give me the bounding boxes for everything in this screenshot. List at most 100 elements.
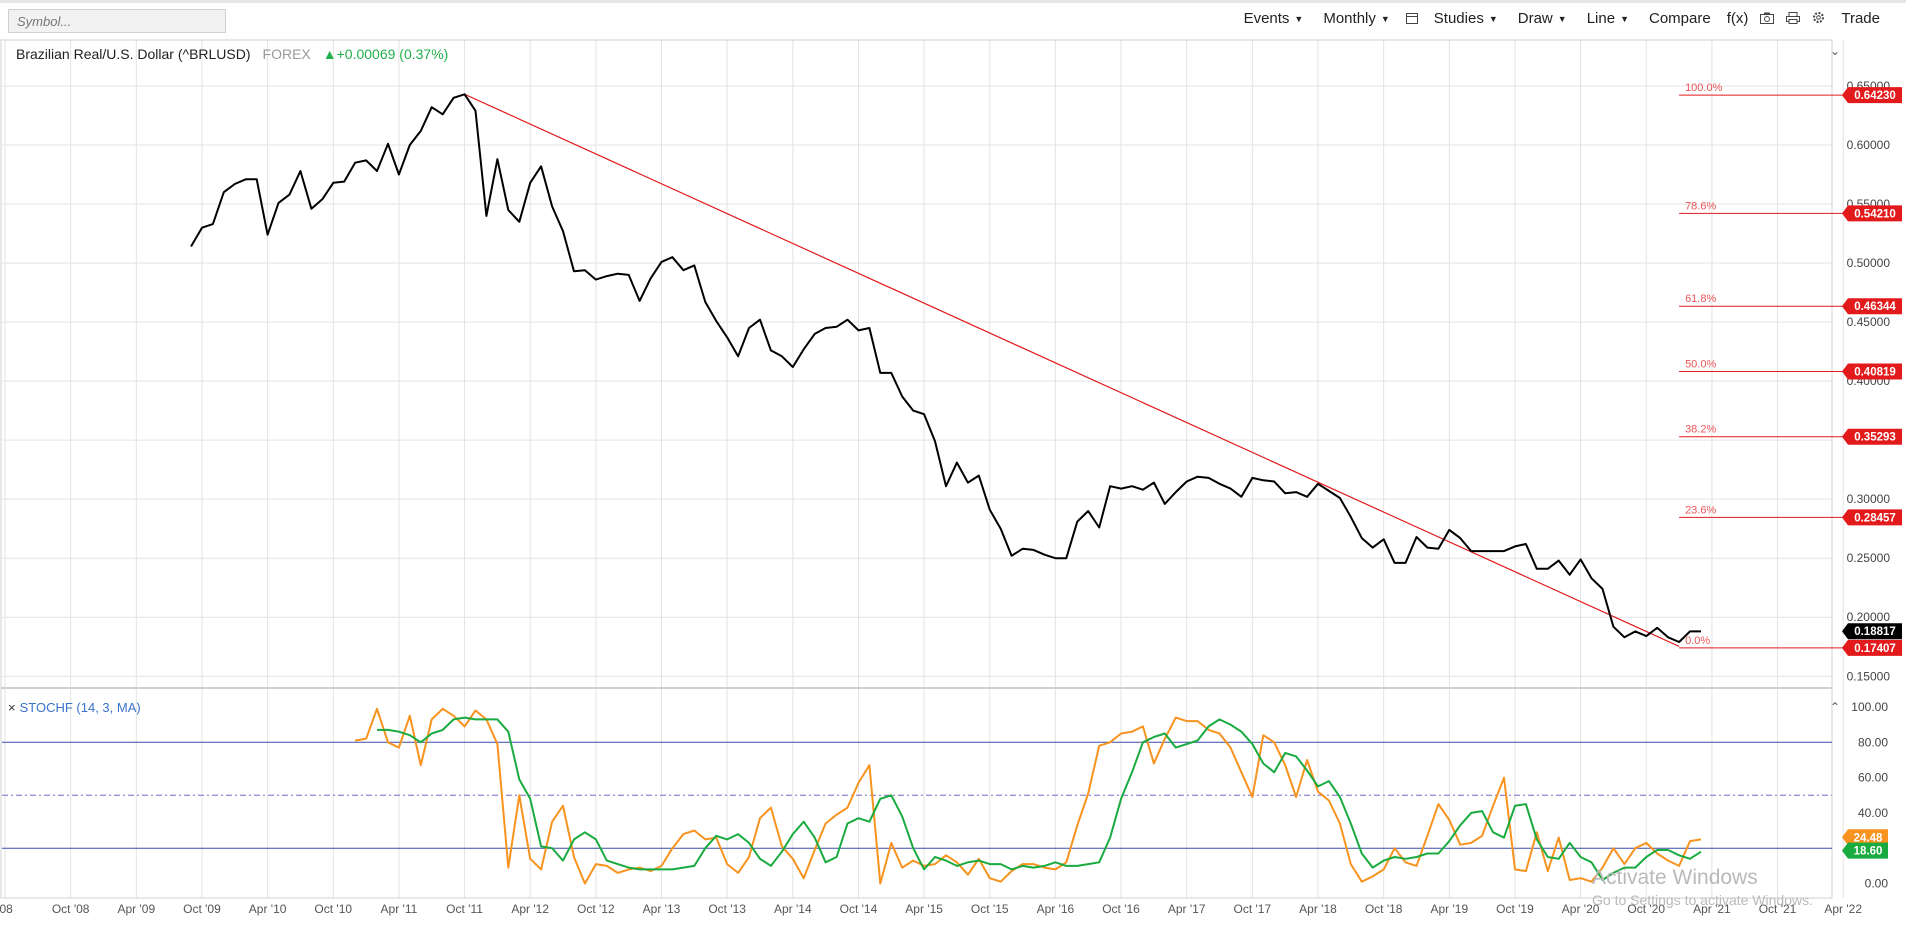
draw-menu[interactable]: Draw ▼	[1508, 10, 1577, 27]
stoch-d-tag-shape	[1842, 842, 1888, 859]
fib-tag-shape	[1842, 298, 1902, 315]
fib-tag-value: 0.28457	[1854, 512, 1896, 524]
price-line	[190, 93, 1701, 643]
x-tick-label: Oct '09	[183, 902, 221, 916]
osc-y-tick-label: 100.00	[1851, 700, 1888, 714]
trade-label: Trade	[1841, 10, 1880, 27]
trade-button[interactable]: Trade	[1831, 10, 1890, 27]
x-tick-label: '08	[0, 902, 13, 916]
studies-label: Studies	[1433, 10, 1484, 27]
line-type-menu[interactable]: Line ▼	[1577, 10, 1639, 27]
watermark-line1: Activate Windows	[1592, 866, 1758, 889]
stoch-k-line	[354, 707, 1702, 885]
plot-frame	[0, 39, 1833, 899]
x-tick-label: Oct '13	[708, 902, 746, 916]
x-tick-label: Oct '14	[840, 902, 878, 916]
x-tick-label: Oct '12	[577, 902, 615, 916]
x-tick-label: Oct '19	[1496, 902, 1534, 916]
fib-tag-value: 0.40819	[1854, 366, 1896, 378]
events-label: Events	[1243, 10, 1290, 27]
fib-level-label: 78.6%	[1685, 200, 1716, 212]
x-tick-label: Apr '19	[1430, 902, 1468, 916]
symbol-name: Brazilian Real/U.S. Dollar (^BRLUSD)	[16, 46, 251, 62]
x-tick-label: Apr '22	[1824, 902, 1862, 916]
x-tick-label: Oct '10	[314, 902, 352, 916]
studies-menu[interactable]: Studies ▼	[1424, 10, 1508, 27]
x-tick-label: Apr '12	[511, 902, 549, 916]
x-tick-label: Oct '15	[971, 902, 1009, 916]
stoch-d-tag-value: 18.60	[1854, 846, 1883, 858]
y-tick-label: 0.20000	[1847, 610, 1891, 624]
period-menu[interactable]: Monthly ▼	[1313, 10, 1399, 27]
osc-y-tick-label: 0.00	[1865, 877, 1889, 891]
fib-level-label: 100.0%	[1685, 82, 1723, 94]
current-price-value: 0.18817	[1854, 626, 1896, 638]
x-tick-label: Apr '20	[1562, 902, 1600, 916]
study-name[interactable]: STOCHF (14, 3, MA)	[19, 700, 141, 715]
draw-label: Draw	[1517, 10, 1553, 27]
y-tick-label: 0.15000	[1847, 669, 1891, 683]
up-arrow-icon: ▲	[322, 46, 337, 62]
x-tick-label: Apr '09	[117, 902, 155, 916]
activate-windows-watermark: Activate Windows Go to Settings to activ…	[1592, 866, 1813, 908]
x-tick-label: Apr '21	[1693, 902, 1731, 916]
exchange-label: FOREX	[262, 46, 311, 62]
chevron-down-icon[interactable]: ⌄	[1830, 44, 1841, 58]
axes: '08 Oct '08 Apr '09 Oct '09 Apr '10 Oct '10 Ap…	[0, 39, 1891, 916]
stoch-k-tag-shape	[1842, 829, 1888, 846]
chevron-up-icon[interactable]: ⌃	[1830, 700, 1841, 714]
chevron-down-icon: ▼	[1294, 13, 1304, 24]
y-tick-label: 0.45000	[1847, 315, 1891, 329]
x-tick-label: Apr '16	[1037, 902, 1075, 916]
x-tick-label: Apr '15	[905, 902, 943, 916]
fib-level-label: 38.2%	[1685, 424, 1716, 436]
x-tick-label: Apr '17	[1168, 902, 1206, 916]
compare-label: Compare	[1648, 10, 1711, 27]
data-layer: 100.0% 78.6% 61.8% 50.0% 38.2% 23.6% 0.0%	[2, 82, 1845, 885]
period-label: Monthly	[1323, 10, 1376, 27]
fib-level-label: 50.0%	[1685, 358, 1716, 370]
gear-icon[interactable]	[1806, 11, 1831, 27]
fib-tag-shape	[1842, 639, 1902, 656]
fib-tag-value: 0.64230	[1854, 90, 1896, 102]
x-tick-label: Oct '21	[1759, 902, 1797, 916]
x-tick-label: Apr '11	[381, 902, 418, 916]
stoch-d-tag: 18.60	[1842, 842, 1888, 859]
stoch-d-line	[377, 716, 1702, 881]
fib-price-tag: 0.54210	[1842, 205, 1902, 222]
fib-tag-value: 0.35293	[1854, 432, 1896, 444]
x-tick-label: Oct '08	[52, 902, 90, 916]
toolbar-menu: Events ▼ Monthly ▼ Studies ▼ Draw ▼ Line ▼ Co…	[1234, 10, 1890, 27]
study-label: × STOCHF (14, 3, MA)	[8, 700, 141, 715]
y-tick-label: 0.50000	[1847, 256, 1891, 270]
fib-level-label: 61.8%	[1685, 293, 1716, 305]
stoch-k-tag: 24.48	[1842, 829, 1888, 846]
fib-tag-value: 0.46344	[1854, 301, 1896, 313]
close-study-button[interactable]: ×	[8, 700, 16, 715]
x-tick-label: Apr '13	[643, 902, 681, 916]
compare-button[interactable]: Compare	[1639, 10, 1721, 27]
calendar-icon[interactable]	[1400, 11, 1424, 27]
fib-tag-shape	[1842, 363, 1902, 380]
chevron-down-icon: ▼	[1620, 13, 1629, 24]
toolbar: Events ▼ Monthly ▼ Studies ▼ Draw ▼ Line ▼ Co…	[0, 0, 1906, 38]
osc-y-tick-label: 80.00	[1858, 735, 1888, 749]
fib-price-tag: 0.35293	[1842, 428, 1902, 445]
events-menu[interactable]: Events ▼	[1234, 10, 1314, 27]
price-tags: 0.64230 0.54210 0.46344 0.40819 0.35293 0.284…	[1842, 87, 1902, 859]
x-tick-label: Oct '17	[1234, 902, 1272, 916]
chevron-down-icon: ▼	[1380, 13, 1390, 24]
print-icon[interactable]	[1780, 11, 1806, 27]
y-tick-label: 0.30000	[1847, 492, 1891, 506]
symbol-search-input[interactable]	[8, 9, 226, 33]
fib-price-tag: 0.40819	[1842, 363, 1902, 380]
camera-icon[interactable]	[1754, 11, 1780, 27]
osc-y-tick-label: 60.00	[1858, 771, 1888, 785]
x-tick-label: Oct '18	[1365, 902, 1403, 916]
fx-button[interactable]: f(x)	[1721, 10, 1755, 27]
x-tick-label: Apr '14	[774, 902, 812, 916]
fib-price-tag: 0.46344	[1842, 298, 1902, 315]
toolbar-top-border	[0, 0, 1906, 3]
fib-price-tag: 0.28457	[1842, 509, 1902, 526]
